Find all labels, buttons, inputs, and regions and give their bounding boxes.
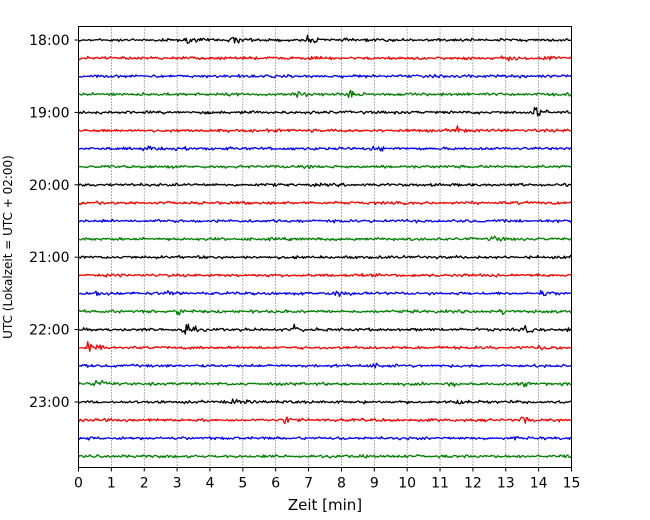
seismic-trace bbox=[78, 34, 572, 44]
seismic-trace bbox=[78, 272, 572, 278]
plot-frame bbox=[78, 26, 572, 468]
x-tick-label: 8 bbox=[337, 476, 346, 492]
x-axis-label: Zeit [min] bbox=[288, 496, 362, 514]
seismic-trace bbox=[78, 235, 572, 242]
x-tick-label: 0 bbox=[74, 476, 83, 492]
seismic-trace bbox=[77, 200, 573, 206]
x-tick-label: 7 bbox=[304, 476, 313, 492]
x-tick-label: 14 bbox=[530, 476, 548, 492]
y-tick-label: 22:00 bbox=[29, 323, 69, 339]
seismic-trace bbox=[78, 89, 573, 99]
seismic-trace bbox=[78, 362, 572, 369]
seismic-trace bbox=[77, 379, 572, 388]
seismic-trace bbox=[77, 55, 573, 62]
seismic-trace bbox=[78, 340, 572, 353]
seismic-trace bbox=[77, 454, 573, 459]
y-tick-label: 20:00 bbox=[29, 178, 69, 194]
seismic-trace bbox=[77, 182, 572, 188]
seismic-trace bbox=[78, 289, 572, 298]
x-tick-label: 15 bbox=[563, 476, 581, 492]
seismic-trace bbox=[78, 435, 572, 441]
x-tick-label: 2 bbox=[140, 476, 149, 492]
seismic-trace bbox=[78, 254, 572, 260]
seismic-trace bbox=[77, 106, 572, 117]
y-tick-label: 23:00 bbox=[29, 395, 69, 411]
seismic-trace bbox=[78, 145, 572, 152]
x-tick-label: 9 bbox=[370, 476, 379, 492]
x-tick-label: 5 bbox=[238, 476, 247, 492]
seismic-trace bbox=[78, 125, 572, 133]
y-tick-label: 18:00 bbox=[29, 33, 69, 49]
x-tick-label: 11 bbox=[431, 476, 449, 492]
trace-group bbox=[77, 34, 573, 459]
x-tick-label: 6 bbox=[271, 476, 280, 492]
seismic-trace bbox=[78, 164, 572, 170]
seismic-trace bbox=[78, 73, 572, 79]
seismic-trace bbox=[78, 398, 572, 405]
seismic-trace bbox=[78, 323, 572, 335]
seismic-trace bbox=[78, 218, 573, 224]
x-tick-label: 1 bbox=[107, 476, 116, 492]
x-axis: 0 1 2 3 4 5 6 7 8 9 10 11 12 13 14 15 bbox=[74, 467, 581, 492]
y-axis: 18:00 19:00 20:00 21:00 22:00 23:00 bbox=[29, 33, 79, 411]
seismic-trace bbox=[78, 308, 572, 316]
x-tick-label: 12 bbox=[464, 476, 482, 492]
y-tick-label: 21:00 bbox=[29, 250, 69, 266]
y-axis-label: UTC (Lokalzeit = UTC + 02:00) bbox=[1, 155, 15, 339]
x-tick-label: 4 bbox=[206, 476, 215, 492]
seismic-trace bbox=[77, 416, 572, 425]
x-tick-label: 13 bbox=[497, 476, 515, 492]
x-tick-label: 3 bbox=[173, 476, 182, 492]
y-tick-label: 19:00 bbox=[29, 105, 69, 121]
x-tick-label: 10 bbox=[398, 476, 416, 492]
